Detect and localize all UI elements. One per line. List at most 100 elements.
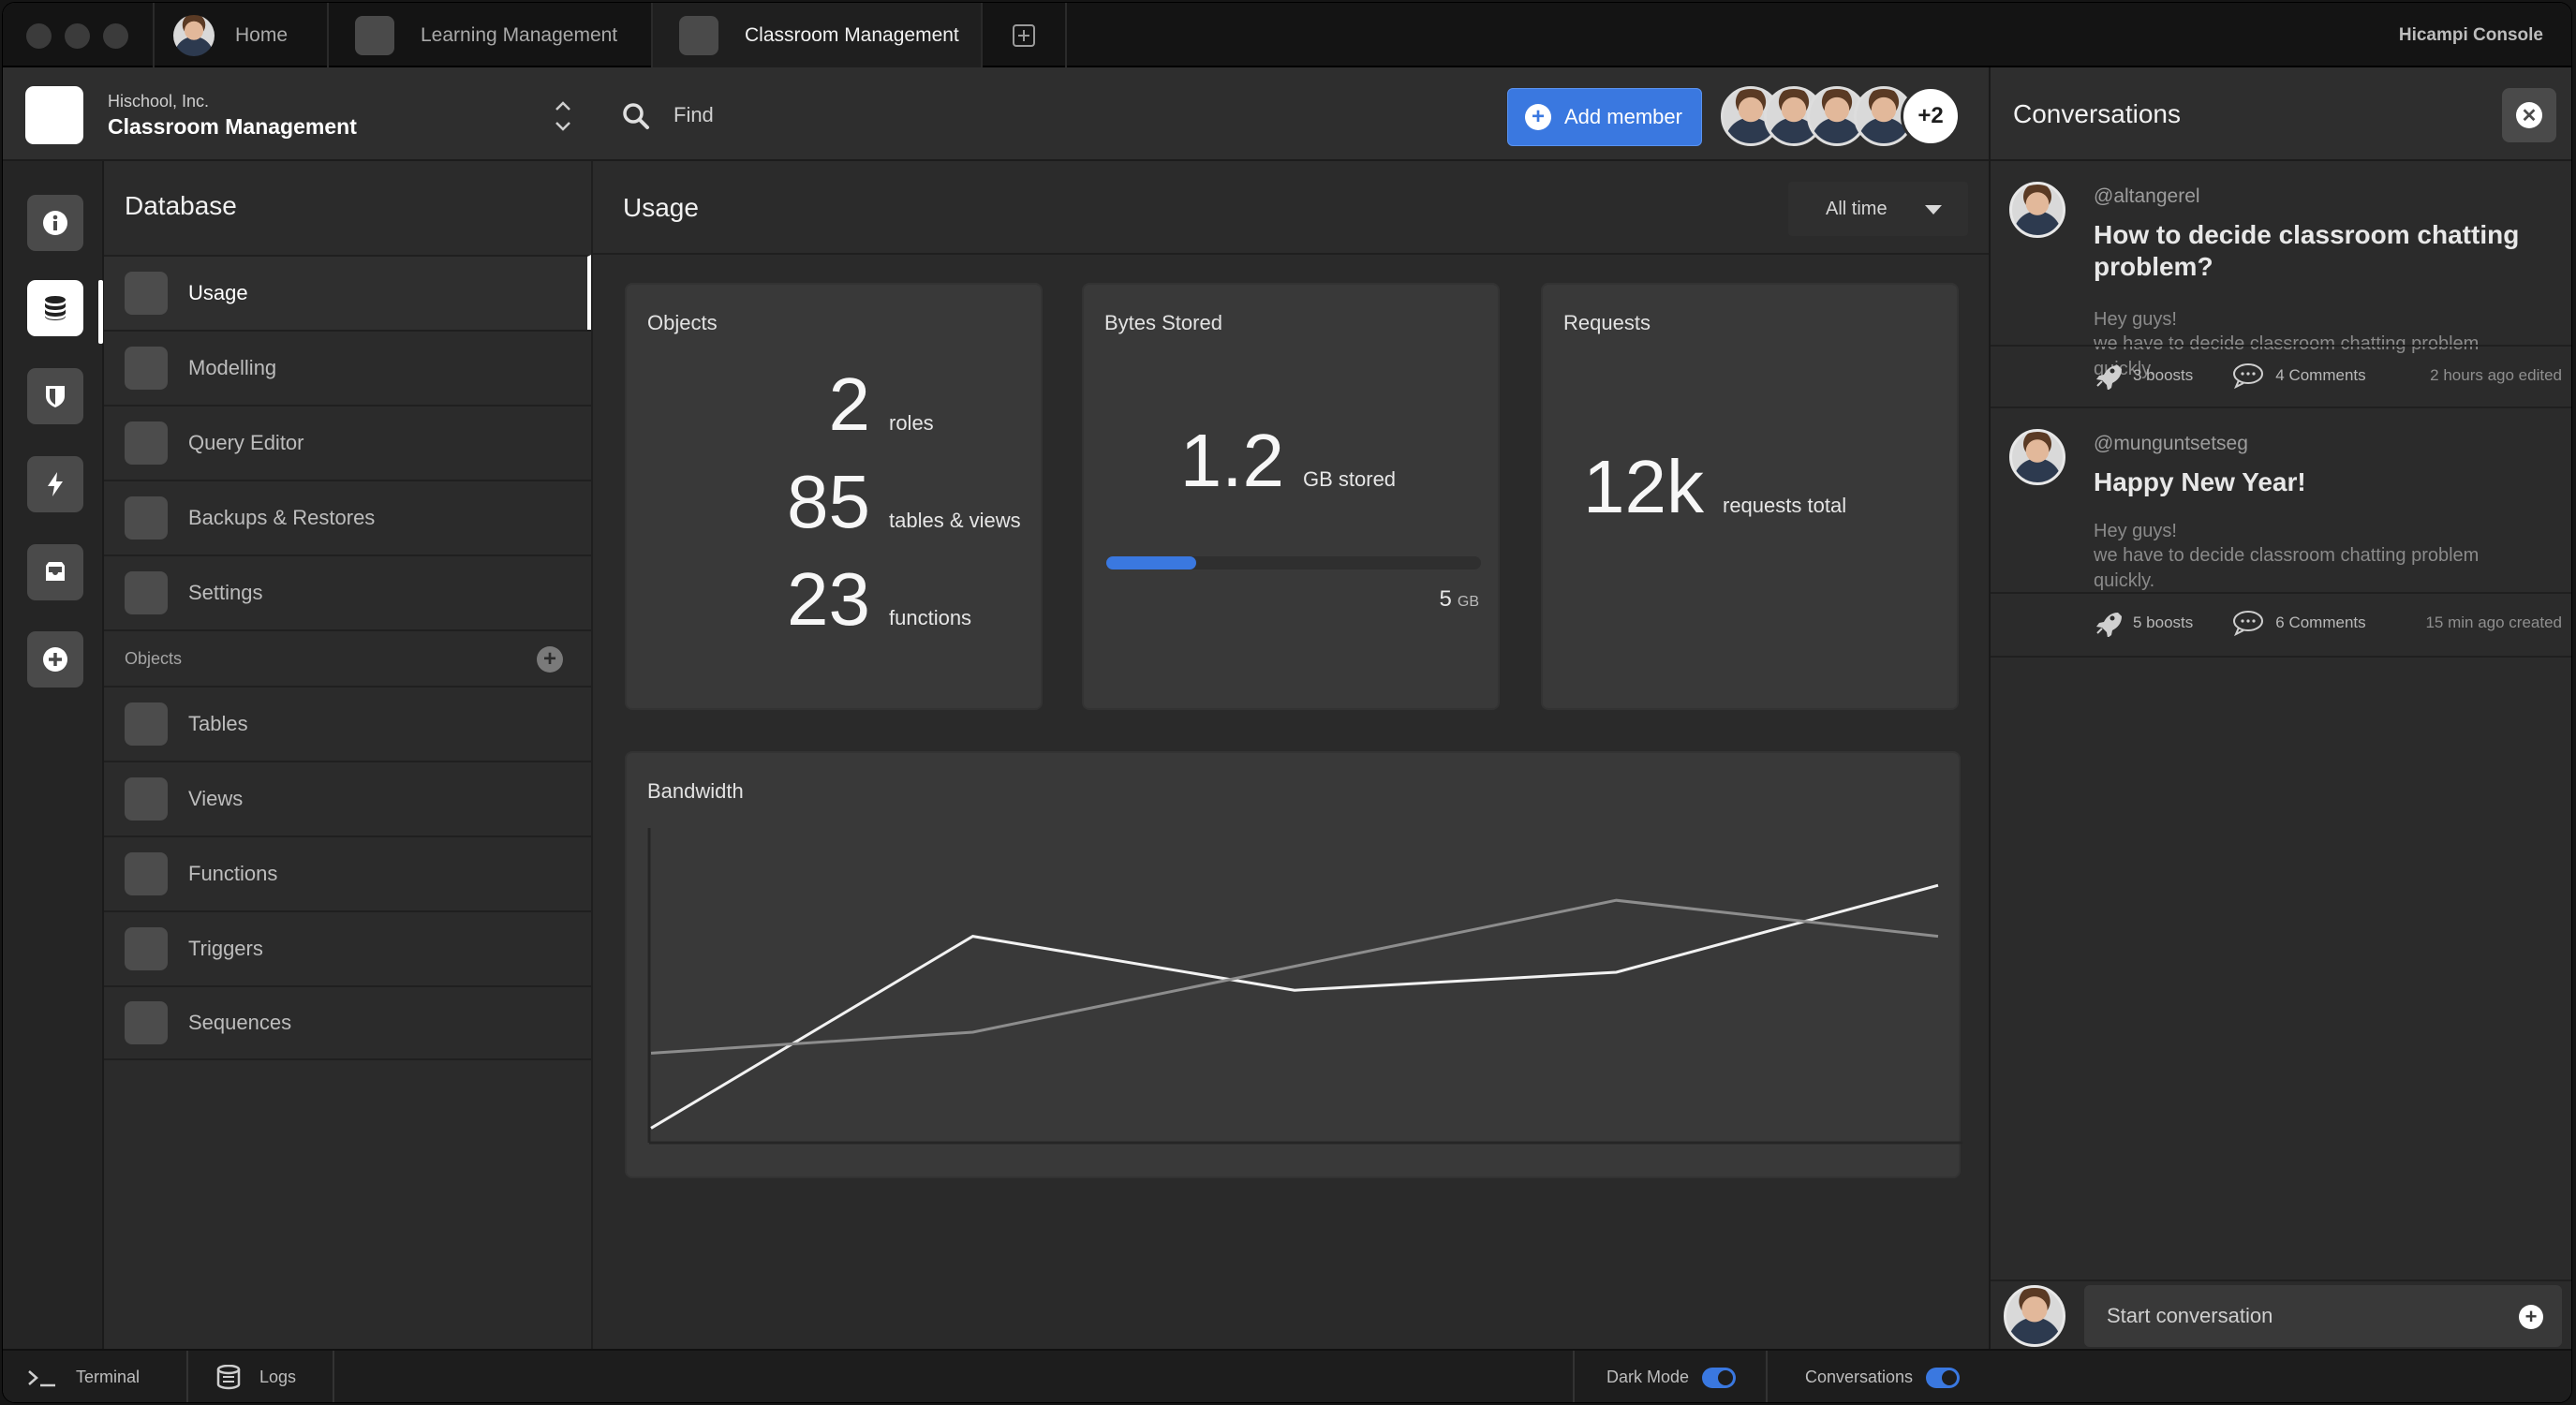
logs-button[interactable]: Logs: [216, 1351, 296, 1402]
database-icon: [45, 296, 66, 320]
post-title[interactable]: How to decide classroom chatting problem…: [2094, 220, 2520, 281]
maximize-window-button[interactable]: [103, 23, 128, 49]
rail-info[interactable]: [27, 195, 83, 251]
nav-item-sequences[interactable]: Sequences: [104, 985, 591, 1060]
nav-item-modelling[interactable]: Modelling: [104, 330, 591, 405]
more-members-badge[interactable]: +2: [1901, 86, 1961, 146]
bandwidth-chart: [647, 828, 1962, 1145]
terminal-button[interactable]: Terminal: [27, 1351, 141, 1402]
boost-count[interactable]: 3 boosts: [2133, 366, 2194, 384]
stat-unit: requests total: [1723, 494, 1847, 517]
terminal-label: Terminal: [76, 1368, 141, 1386]
nav-item-tables[interactable]: Tables: [104, 686, 591, 761]
author-handle[interactable]: @munguntsetseg: [2094, 433, 2248, 454]
nav-item-label: Modelling: [188, 356, 277, 379]
tab-home[interactable]: Home: [153, 3, 327, 67]
conversations-toggle[interactable]: Conversations: [1805, 1351, 1961, 1402]
stat-tables-views: 85 tables & views: [758, 465, 1021, 540]
nav-item-triggers[interactable]: Triggers: [104, 910, 591, 985]
tab-classroom-management[interactable]: Classroom Management: [651, 3, 981, 67]
nav-item-icon: [125, 1001, 168, 1044]
dark-mode-toggle[interactable]: Dark Mode: [1606, 1351, 1737, 1402]
tab-label: Learning Management: [421, 23, 618, 46]
divider: [333, 1351, 334, 1402]
terminal-icon: [28, 1369, 55, 1386]
org-logo-area: [3, 67, 104, 161]
tab-icon: [355, 15, 394, 55]
conversation-post[interactable]: @munguntsetseg Happy New Year! Hey guys!…: [1991, 408, 2571, 658]
card-title: Bytes Stored: [1104, 311, 1222, 334]
status-bar: Terminal Logs Dark Mode Conversations: [3, 1349, 2571, 1402]
search-input[interactable]: [672, 97, 1234, 133]
plus-circle-icon: [43, 647, 67, 672]
database-nav: Database Usage Modelling Query Editor Ba…: [104, 161, 593, 1349]
tab-label: Classroom Management: [745, 23, 959, 46]
nav-item-query-editor[interactable]: Query Editor: [104, 405, 591, 480]
nav-item-label: Functions: [188, 862, 278, 885]
nav-item-label: Settings: [188, 581, 263, 604]
comment-icon[interactable]: [2232, 362, 2264, 390]
post-body-line: Hey guys!: [2094, 309, 2177, 330]
workspace-name: Classroom Management: [108, 114, 357, 139]
start-conversation-input[interactable]: [2084, 1285, 2562, 1347]
send-button[interactable]: +: [2519, 1305, 2543, 1329]
org-logo[interactable]: [25, 86, 83, 144]
workspace-switcher[interactable]: Hischool, Inc. Classroom Management: [104, 67, 593, 161]
minimize-window-button[interactable]: [65, 23, 90, 49]
nav-item-icon: [125, 702, 168, 746]
dark-mode-switch[interactable]: [1702, 1367, 1737, 1388]
comment-count[interactable]: 6 Comments: [2275, 614, 2366, 631]
logs-icon: [216, 1364, 241, 1389]
nav-item-icon: [125, 347, 168, 390]
comment-icon[interactable]: [2232, 609, 2264, 637]
icon-rail: [3, 67, 104, 1349]
close-panel-button[interactable]: ✕: [2502, 88, 2556, 142]
author-avatar[interactable]: [2009, 182, 2065, 238]
user-avatar: [2004, 1285, 2065, 1347]
nav-item-icon: [125, 927, 168, 970]
conversations-label: Conversations: [1805, 1368, 1914, 1386]
post-title[interactable]: Happy New Year!: [2094, 467, 2306, 496]
main-content: Objects 2 roles 85 tables & views 23 fun…: [593, 255, 1989, 1349]
post-meta: 5 boosts 6 Comments 15 min ago created: [2094, 609, 2562, 637]
nav-item-icon: [125, 852, 168, 895]
add-member-button[interactable]: + Add member: [1507, 88, 1702, 146]
info-icon: [43, 211, 67, 235]
tab-learning-management[interactable]: Learning Management: [327, 3, 651, 67]
conversations-switch[interactable]: [1926, 1367, 1961, 1388]
post-time: 2 hours ago edited: [2430, 366, 2562, 384]
objects-card: Objects 2 roles 85 tables & views 23 fun…: [625, 283, 1043, 710]
nav-item-usage[interactable]: Usage: [104, 255, 591, 330]
conversation-post[interactable]: @altangerel How to decide classroom chat…: [1991, 161, 2571, 408]
author-avatar[interactable]: [2009, 429, 2065, 485]
rocket-icon[interactable]: [2094, 362, 2122, 390]
rail-add[interactable]: [27, 631, 83, 688]
rail-functions[interactable]: [27, 456, 83, 512]
new-tab-button[interactable]: [981, 3, 1067, 67]
nav-item-label: Views: [188, 787, 244, 810]
time-range-select[interactable]: All time: [1788, 182, 1968, 236]
author-handle[interactable]: @altangerel: [2094, 185, 2200, 207]
stat-unit: functions: [889, 606, 972, 629]
boost-count[interactable]: 5 boosts: [2133, 614, 2194, 631]
comment-count[interactable]: 4 Comments: [2275, 366, 2366, 384]
add-object-button[interactable]: +: [537, 646, 563, 673]
rail-security[interactable]: [27, 368, 83, 424]
nav-item-icon: [125, 777, 168, 821]
divider: [186, 1351, 188, 1402]
tab-label: Home: [235, 23, 289, 46]
page-title: Usage: [623, 193, 699, 222]
rail-storage[interactable]: [27, 544, 83, 600]
nav-item-functions[interactable]: Functions: [104, 836, 591, 910]
dark-mode-label: Dark Mode: [1606, 1368, 1690, 1386]
post-body: Hey guys! we have to decide classroom ch…: [2094, 519, 2543, 593]
rocket-icon[interactable]: [2094, 609, 2122, 637]
nav-item-icon: [125, 422, 168, 465]
add-member-label: Add member: [1564, 105, 1682, 128]
section-label: Objects: [125, 648, 183, 668]
rail-database[interactable]: [27, 280, 83, 336]
nav-item-backups[interactable]: Backups & Restores: [104, 480, 591, 555]
close-window-button[interactable]: [26, 23, 52, 49]
nav-item-settings[interactable]: Settings: [104, 555, 591, 629]
nav-item-views[interactable]: Views: [104, 761, 591, 836]
